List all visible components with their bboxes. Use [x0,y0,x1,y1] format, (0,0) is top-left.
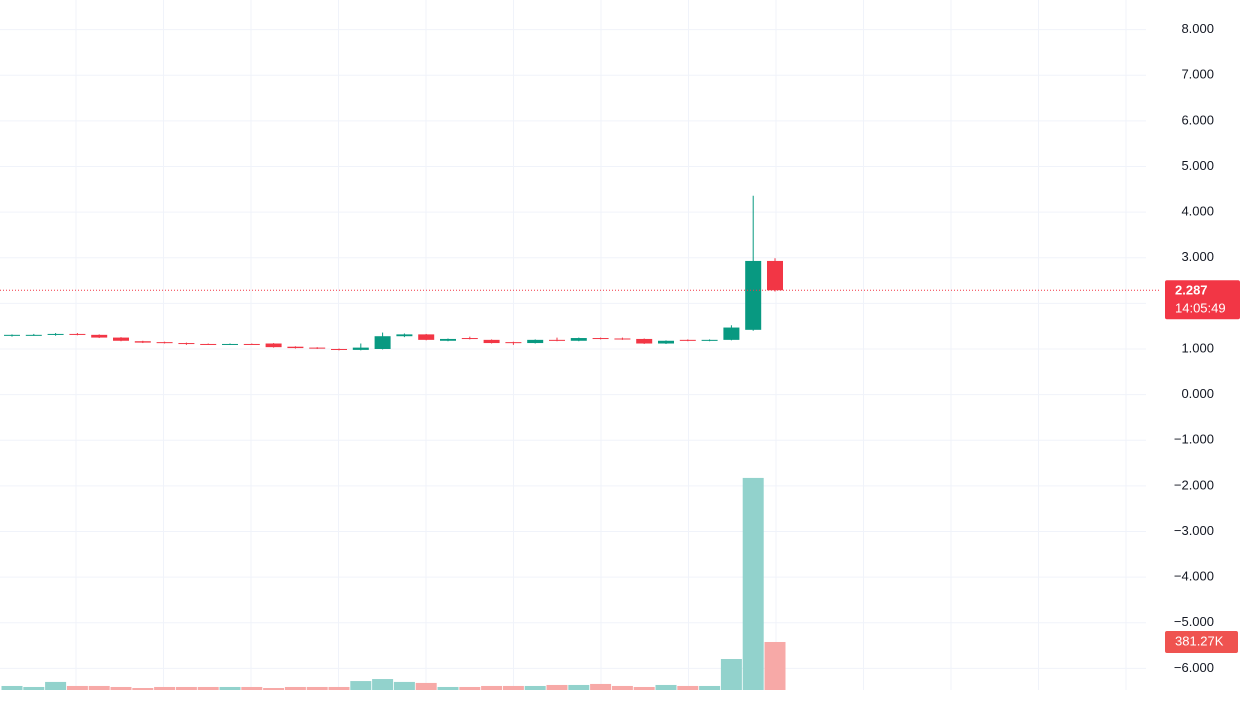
y-tick-label: 7.000 [1181,67,1214,82]
volume-bar [372,679,394,690]
volume-bar [655,684,677,690]
y-tick-label: −2.000 [1174,477,1214,492]
candle-body [200,343,217,345]
price-label-box [1165,280,1240,320]
volume-bar [241,686,263,690]
candle-body [701,339,718,341]
candle-body [614,338,631,340]
candle-body [527,339,544,344]
candle-body [679,339,696,341]
candle-body [505,342,522,344]
candle-body [25,334,42,336]
volume-bar [633,686,655,690]
candle-body [156,342,173,344]
candle-body [134,341,151,343]
candle-body [47,333,64,335]
volume-bar [524,685,546,690]
candle-body [352,347,369,350]
volume-bar [764,641,786,690]
y-tick-label: −4.000 [1174,569,1214,584]
candle-body [374,336,391,349]
volume-bar [437,686,459,690]
volume-bar [306,686,328,690]
volume-bar [110,686,132,690]
countdown-label: 14:05:49 [1175,301,1226,316]
volume-bar [1,685,23,690]
candle-body [483,339,500,344]
y-tick-label: 3.000 [1181,249,1214,264]
candle-body [178,343,195,345]
candle-body [592,338,609,340]
candle-body [91,334,108,338]
volume-bar [546,684,568,690]
volume-bar [66,685,88,690]
candle-body [243,343,260,345]
y-tick-label: −3.000 [1174,523,1214,538]
candle-body [4,334,20,336]
candle-body [69,333,86,335]
volume-bar [23,686,45,690]
candle-body [461,338,478,340]
volume-bar [677,685,699,690]
volume-bar [132,687,154,690]
volume-bar [263,687,285,690]
volume-bar [742,477,764,690]
volume-bar [459,686,481,690]
candle-body [331,348,347,350]
candle-body [440,338,456,341]
candle-body [723,327,740,340]
price-label: 2.287 [1175,283,1208,298]
volume-bar [481,685,503,690]
candle-body [636,338,653,344]
candle-body [222,343,238,345]
candle-body [418,334,435,340]
y-tick-label: 4.000 [1181,204,1214,219]
candle-body [767,260,783,291]
volume-bar [720,659,742,690]
candle-body [113,337,129,341]
volume-bar [219,686,241,690]
volume-bar [611,685,633,690]
candle-body [309,347,326,349]
y-tick-label: 6.000 [1181,112,1214,127]
candle-body [265,343,282,348]
candle-body [745,260,762,330]
y-tick-label: −1.000 [1174,432,1214,447]
volume-bar [45,681,67,690]
volume-label: 381.27K [1175,633,1224,648]
candle-body [570,338,587,341]
y-tick-label: 0.000 [1181,386,1214,401]
candle-body [396,334,413,337]
volume-bar [88,685,110,690]
volume-bar [568,684,590,690]
y-tick-label: 8.000 [1181,21,1214,36]
volume-bar [393,681,415,690]
candle-body [549,339,565,341]
volume-label-box [1165,630,1238,653]
volume-bar [590,683,612,690]
candle-body [658,340,674,344]
y-tick-label: −6.000 [1174,660,1214,675]
volume-bar [699,685,721,690]
candle-body [287,346,304,349]
y-tick-label: −5.000 [1174,614,1214,629]
volume-bar [415,682,437,690]
y-tick-label: 5.000 [1181,158,1214,173]
volume-bar [284,686,306,690]
y-tick-label: 1.000 [1181,340,1214,355]
volume-bar [197,686,219,690]
volume-bar [154,686,176,690]
volume-bar [502,685,524,690]
volume-bar [175,686,197,690]
volume-bar [350,681,372,690]
volume-bar [328,686,350,690]
